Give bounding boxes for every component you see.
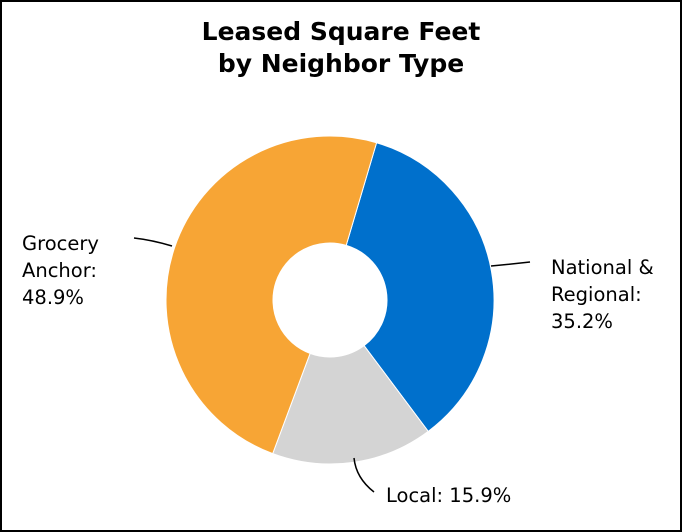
slice-national-regional (345, 142, 495, 433)
chart-subtitle: by Neighbor Type (218, 49, 464, 78)
leader-line-grocery-anchor (133, 237, 173, 247)
slice-grocery-anchor (165, 135, 378, 455)
leader-line-local (353, 457, 375, 493)
leader-line-national-regional (490, 261, 531, 267)
leader-lines-group (133, 237, 531, 493)
data-label-grocery-anchor: Anchor: (22, 259, 97, 282)
slices-group (165, 135, 495, 465)
data-label-national-regional: Regional: (551, 283, 642, 306)
data-label-national-regional: National & (551, 256, 654, 279)
data-label-local: Local: 15.9% (386, 484, 511, 507)
data-label-national-regional: 35.2% (551, 310, 613, 333)
data-label-grocery-anchor: 48.9% (22, 286, 84, 309)
chart-title: Leased Square Feet (202, 17, 481, 46)
slice-local (272, 344, 429, 465)
labels-group: National & Regional: 35.2% Local: 15.9% Groc… (22, 232, 654, 507)
data-label-grocery-anchor: Grocery (22, 232, 99, 255)
